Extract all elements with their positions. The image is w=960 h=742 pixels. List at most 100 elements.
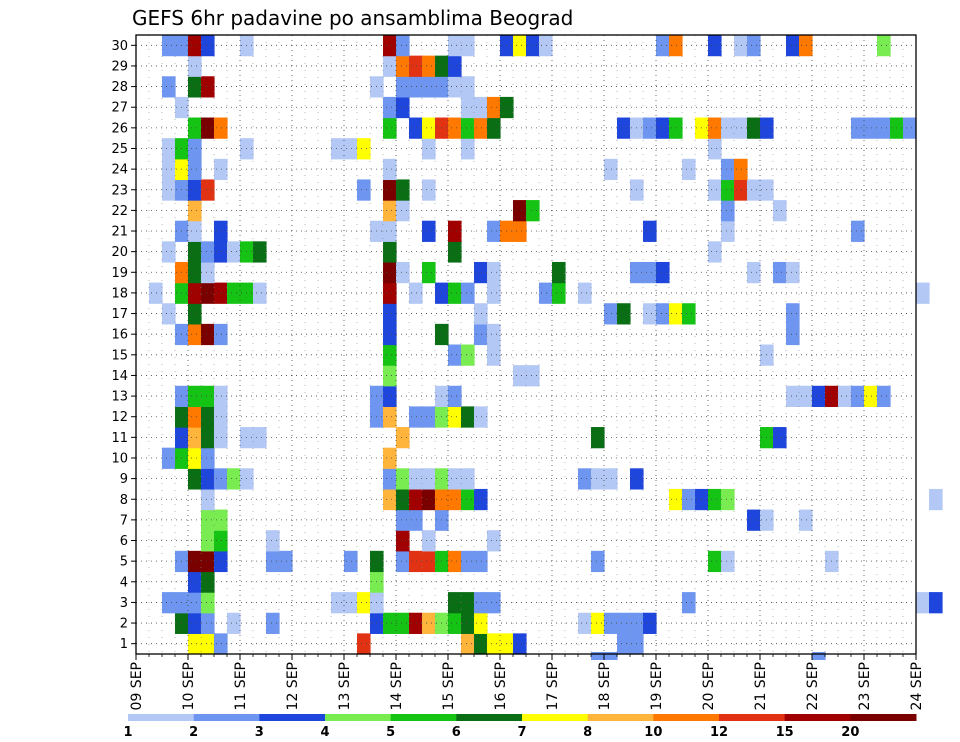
heatmap-cell [916,282,930,304]
heatmap-cell [721,117,735,139]
y-tick-label: 10 [111,451,128,466]
heatmap-cell [461,592,475,614]
heatmap-cell [929,488,943,511]
heatmap-cell [721,488,735,511]
heatmap-cell [188,55,202,77]
x-tick-label: 11 SEP [233,662,249,710]
heatmap-cell [786,385,800,407]
colorbar-swatch [456,714,523,721]
heatmap-cell [383,323,397,346]
heatmap-cell [409,468,423,490]
y-tick-label: 13 [111,390,128,405]
y-tick-label: 15 [111,348,128,363]
x-tick-label: 19 SEP [649,662,665,710]
colorbar-label: 7 [517,725,526,740]
heatmap-cell [201,385,215,407]
heatmap-cell [383,468,397,490]
heatmap-cell [422,138,436,160]
y-tick-label: 21 [111,225,128,240]
heatmap-cell [604,158,618,181]
heatmap-cell [201,241,215,263]
heatmap-cell [357,592,371,614]
heatmap-cell [461,282,475,304]
y-tick-label: 11 [111,431,128,446]
heatmap-cell [604,468,618,490]
heatmap-cell [539,282,553,304]
y-tick-label: 30 [111,39,128,54]
heatmap-cell [474,550,488,573]
heatmap-cell [474,96,488,119]
heatmap-cell [812,652,826,660]
y-tick-label: 18 [111,286,128,301]
heatmap-cell [383,158,397,181]
heatmap-cell [578,468,592,490]
heatmap-cell [188,138,202,160]
heatmap-cell [747,117,761,139]
y-tick-label: 27 [111,101,128,116]
heatmap-cell [201,427,215,449]
heatmap-cell [526,365,540,387]
heatmap-cell [214,158,228,181]
x-tick-label: 17 SEP [545,662,561,710]
heatmap-cell [461,76,475,98]
heatmap-cell [617,612,631,634]
colorbar-swatch [719,714,786,721]
heatmap-cell [383,117,397,139]
heatmap-cell [656,261,670,284]
heatmap-cell [383,282,397,304]
heatmap-cell [422,530,436,552]
heatmap-cell [448,241,462,263]
heatmap-cell [747,261,761,284]
heatmap-cell [214,530,228,552]
heatmap-cell [422,76,436,98]
heatmap-cell [461,468,475,490]
heatmap-cell [682,158,696,181]
heatmap-cell [201,117,215,139]
heatmap-cell [344,550,358,573]
heatmap-cell [188,303,202,325]
heatmap-cell [162,592,176,614]
heatmap-cell [799,385,813,407]
heatmap-cell [838,385,852,407]
heatmap-cell [591,550,605,573]
heatmap-cell [188,633,202,655]
heatmap-cell [903,117,917,139]
heatmap-cell [786,35,800,57]
heatmap-cell [448,117,462,139]
heatmap-cell [396,612,410,634]
colorbar-label: 6 [452,725,461,740]
heatmap-cell [266,612,280,634]
heatmap-cell [357,633,371,655]
heatmap-cell [201,282,215,304]
heatmap-cell [708,179,722,201]
heatmap-cell [201,447,215,469]
heatmap-cell [591,468,605,490]
heatmap-cell [188,179,202,201]
heatmap-cell [396,35,410,57]
heatmap-cell [617,117,631,139]
heatmap-cell [708,138,722,160]
heatmap-cell [331,138,345,160]
colorbar-label: 3 [255,725,264,740]
heatmap-cell [656,35,670,57]
heatmap-cell [201,571,215,593]
y-tick-label: 22 [111,204,128,219]
heatmap-cell [552,282,566,304]
colorbar-swatch [587,714,654,721]
heatmap-cell [929,592,943,614]
heatmap-cell [461,96,475,119]
heatmap-cell [474,323,488,346]
y-tick-label: 24 [111,163,128,178]
heatmap-cell [214,323,228,346]
heatmap-cell [409,509,423,531]
heatmap-cell [188,282,202,304]
heatmap-cell [708,550,722,573]
heatmap-cell [188,200,202,222]
heatmap-cell [604,652,618,660]
heatmap-cell [188,220,202,242]
heatmap-cell [682,488,696,511]
x-tick-label: 13 SEP [337,662,353,710]
heatmap-cell [487,344,501,366]
heatmap-cell [188,550,202,573]
